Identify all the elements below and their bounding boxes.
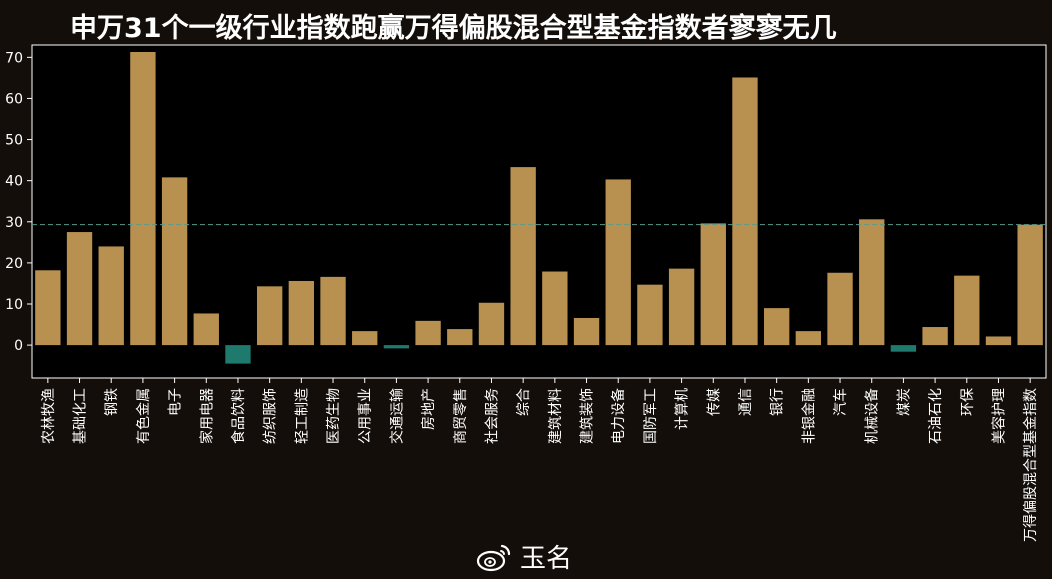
bar-非银金融 xyxy=(795,331,822,346)
bar-基础化工 xyxy=(66,232,93,346)
y-axis: 0 10 20 30 40 50 60 70 xyxy=(5,50,32,354)
x-tick-label: 建筑装饰 xyxy=(580,388,596,444)
y-tick-label: 40 xyxy=(5,174,23,190)
bar-国防军工 xyxy=(637,284,663,346)
y-tick-label: 10 xyxy=(5,297,23,313)
x-tick-label: 食品饮料 xyxy=(230,388,247,444)
bar-钢铁 xyxy=(98,246,124,346)
weibo-icon xyxy=(476,544,511,571)
x-tick-label: 国防军工 xyxy=(643,388,659,444)
bar-医药生物 xyxy=(320,276,346,346)
bar-建筑材料 xyxy=(542,271,568,346)
bars xyxy=(35,51,1043,364)
bar-汽车 xyxy=(827,272,853,346)
x-tick-label: 钢铁 xyxy=(104,388,120,416)
x-tick-label: 美容护理 xyxy=(990,388,1007,444)
x-tick-label: 电力设备 xyxy=(610,388,627,444)
bar-通信 xyxy=(732,77,758,346)
bar-环保 xyxy=(954,275,980,346)
bar-农林牧渔 xyxy=(35,270,61,346)
x-tick-label: 商贸零售 xyxy=(453,388,469,444)
y-tick-label: 20 xyxy=(5,256,23,272)
bar-社会服务 xyxy=(478,302,505,346)
x-tick-label: 房地产 xyxy=(421,388,437,430)
bar-纺织服饰 xyxy=(256,286,283,346)
x-tick-label: 医药生物 xyxy=(326,388,342,444)
x-tick-label: 通信 xyxy=(738,388,754,416)
bar-机械设备 xyxy=(859,219,885,346)
y-tick-label: 60 xyxy=(5,91,23,107)
x-tick-label: 轻工制造 xyxy=(294,388,310,444)
x-tick-label: 纺织服饰 xyxy=(263,388,279,444)
bar-计算机 xyxy=(668,268,695,346)
x-tick-label: 煤炭 xyxy=(896,388,912,416)
x-axis: 农林牧渔 基础化工 钢铁 有色金属 电子 家用电器 食品饮料 纺织服饰 轻工制造 医药生物 公用事业… xyxy=(41,378,1039,542)
bar-传媒 xyxy=(700,223,726,346)
x-tick-label: 基础化工 xyxy=(72,388,89,444)
watermark: 玉名 xyxy=(476,538,572,575)
x-tick-label: 环保 xyxy=(960,388,976,416)
bar-电子 xyxy=(161,177,188,346)
bar-食品饮料 xyxy=(225,345,251,364)
y-tick-label: 50 xyxy=(5,133,23,149)
x-tick-label: 非银金融 xyxy=(801,388,817,444)
x-tick-label: 银行 xyxy=(770,388,786,416)
x-tick-label: 汽车 xyxy=(832,388,849,416)
y-tick-label: 30 xyxy=(5,215,23,231)
x-tick-label: 万得偏股混合型基金指数 xyxy=(1022,388,1039,542)
x-tick-label: 综合 xyxy=(516,388,532,416)
bar-建筑装饰 xyxy=(573,317,600,346)
x-tick-label: 公用事业 xyxy=(358,388,374,444)
bar-交通运输 xyxy=(383,345,410,349)
bar-房地产 xyxy=(415,320,441,346)
x-tick-label: 有色金属 xyxy=(135,388,152,444)
bar-公用事业 xyxy=(352,331,378,346)
bar-煤炭 xyxy=(890,345,917,352)
x-tick-label: 机械设备 xyxy=(864,388,881,444)
y-tick-label: 0 xyxy=(14,338,23,354)
x-tick-label: 家用电器 xyxy=(198,388,215,444)
bar-轻工制造 xyxy=(288,280,315,346)
x-tick-label: 农林牧渔 xyxy=(41,388,57,444)
bar-万得偏股混合型基金指数 xyxy=(1017,224,1043,346)
bar-美容护理 xyxy=(985,336,1012,346)
bar-家用电器 xyxy=(193,313,219,346)
chart-title: 申万31个一级行业指数跑赢万得偏股混合型基金指数者寥寥无几 xyxy=(70,13,837,44)
x-tick-label: 电子 xyxy=(168,388,184,416)
bar-有色金属 xyxy=(130,51,156,346)
watermark-text: 玉名 xyxy=(520,544,573,574)
x-tick-label: 石油石化 xyxy=(928,388,944,444)
bar-商贸零售 xyxy=(447,329,473,346)
y-tick-label: 70 xyxy=(5,50,23,66)
x-tick-label: 传媒 xyxy=(706,388,722,416)
x-tick-label: 计算机 xyxy=(675,388,691,430)
bar-电力设备 xyxy=(605,179,631,346)
x-tick-label: 建筑材料 xyxy=(548,388,564,444)
bar-综合 xyxy=(510,167,536,346)
bar-银行 xyxy=(763,308,790,346)
x-tick-label: 社会服务 xyxy=(484,388,500,444)
x-tick-label: 交通运输 xyxy=(388,388,405,444)
bar-石油石化 xyxy=(922,327,948,346)
